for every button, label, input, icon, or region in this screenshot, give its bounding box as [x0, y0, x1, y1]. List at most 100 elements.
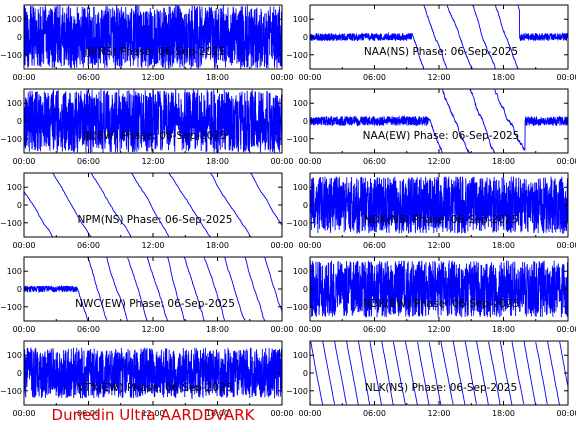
y-tick-label: −100: [286, 135, 308, 144]
y-tick-label: 100: [293, 183, 308, 192]
x-tick-label: 06:00: [77, 409, 100, 418]
panel-title: NAA(NS) Phase: 06-Sep-2025: [364, 46, 518, 58]
panel-title: VTX(EW) Phase: 06-Sep-2025: [77, 382, 232, 394]
x-tick-label: 00:00: [298, 409, 321, 418]
panel-title: NDK(NS) Phase: 06-Sep-2025: [364, 214, 519, 226]
x-tick-label: 18:00: [492, 157, 515, 166]
panel-title: JJI(EW) Phase: 06-Sep-2025: [82, 130, 227, 142]
footer-caption: Dunedin Ultra AARDDVARK: [52, 406, 256, 424]
x-tick-label: 00:00: [12, 241, 35, 250]
y-tick-label: 0: [303, 201, 308, 210]
x-tick-label: 00:00: [12, 325, 35, 334]
x-tick-label: 00:00: [298, 157, 321, 166]
plot-frame: [23, 172, 283, 238]
x-tick-label: 00:00: [270, 241, 293, 250]
x-tick-label: 00:00: [556, 325, 576, 334]
y-tick-label: −100: [286, 387, 308, 396]
x-tick-label: 06:00: [77, 157, 100, 166]
x-tick-label: 00:00: [298, 73, 321, 82]
phase-panel: −100 0 100 00:00 06:00 12:00 18:00 00:00 NDK(EW)…: [286, 256, 576, 334]
x-tick-label: 18:00: [492, 73, 515, 82]
y-tick-label: −100: [0, 219, 22, 228]
phase-trace: [310, 89, 568, 153]
panel-grid: −100 0 100 00:00 06:00 12:00 18:00 00:00 JJI(NS)…: [0, 4, 576, 418]
x-tick-label: 12:00: [427, 409, 450, 418]
phase-panel: −100 0 100 00:00 06:00 12:00 18:00 00:00 NLK(NS)…: [286, 340, 576, 418]
y-tick-label: 100: [293, 15, 308, 24]
x-tick-label: 00:00: [298, 241, 321, 250]
x-tick-label: 06:00: [363, 157, 386, 166]
y-tick-label: 0: [303, 369, 308, 378]
x-tick-label: 00:00: [12, 157, 35, 166]
phase-trace: [24, 257, 282, 321]
y-tick-label: 0: [17, 117, 22, 126]
x-tick-label: 00:00: [12, 409, 35, 418]
x-tick-label: 06:00: [77, 241, 100, 250]
y-tick-label: −100: [0, 135, 22, 144]
y-tick-label: −100: [286, 219, 308, 228]
y-tick-label: −100: [0, 387, 22, 396]
panel-title: NLK(NS) Phase: 06-Sep-2025: [365, 382, 517, 394]
y-tick-label: 0: [17, 33, 22, 42]
x-tick-label: 12:00: [427, 241, 450, 250]
x-tick-label: 06:00: [363, 73, 386, 82]
x-tick-label: 18:00: [206, 157, 229, 166]
phase-trace: [310, 176, 568, 234]
x-tick-label: 18:00: [492, 325, 515, 334]
x-tick-label: 00:00: [556, 241, 576, 250]
x-tick-label: 18:00: [206, 409, 229, 418]
phase-panel: −100 0 100 00:00 06:00 12:00 18:00 00:00 NDK(NS)…: [286, 172, 576, 250]
y-tick-label: 0: [17, 201, 22, 210]
y-tick-label: −100: [286, 303, 308, 312]
x-tick-label: 18:00: [492, 241, 515, 250]
x-tick-label: 00:00: [556, 157, 576, 166]
panel-title: NDK(EW) Phase: 06-Sep-2025: [362, 298, 519, 310]
phase-panel: −100 0 100 00:00 06:00 12:00 18:00 00:00 NWC(EW)…: [0, 256, 294, 334]
x-tick-label: 00:00: [556, 73, 576, 82]
x-tick-label: 12:00: [141, 73, 164, 82]
phase-panel: −100 0 100 00:00 06:00 12:00 18:00 00:00 NAA(NS)…: [286, 4, 576, 82]
y-tick-label: 0: [17, 369, 22, 378]
y-tick-label: 100: [7, 267, 22, 276]
y-tick-label: 100: [293, 351, 308, 360]
y-tick-label: 100: [7, 99, 22, 108]
y-tick-label: −100: [0, 303, 22, 312]
y-tick-label: 100: [7, 351, 22, 360]
x-tick-label: 00:00: [298, 325, 321, 334]
x-tick-label: 06:00: [363, 241, 386, 250]
x-tick-label: 00:00: [270, 157, 293, 166]
x-tick-label: 06:00: [77, 325, 100, 334]
x-tick-label: 18:00: [206, 73, 229, 82]
phase-panel: −100 0 100 00:00 06:00 12:00 18:00 00:00 JJI(NS)…: [0, 4, 294, 82]
y-tick-label: 0: [303, 117, 308, 126]
phase-trace: [310, 260, 568, 318]
x-tick-label: 12:00: [141, 325, 164, 334]
phase-panel: −100 0 100 00:00 06:00 12:00 18:00 00:00 VTX(EW)…: [0, 340, 294, 418]
panel-title: JJI(NS) Phase: 06-Sep-2025: [83, 46, 225, 58]
y-tick-label: −100: [286, 51, 308, 60]
x-tick-label: 06:00: [363, 325, 386, 334]
y-tick-label: 0: [303, 33, 308, 42]
y-tick-label: 100: [7, 183, 22, 192]
phase-panel: −100 0 100 00:00 06:00 12:00 18:00 00:00 JJI(EW)…: [0, 88, 294, 166]
panel-title: NWC(EW) Phase: 06-Sep-2025: [75, 298, 235, 310]
x-tick-label: 18:00: [206, 241, 229, 250]
x-tick-label: 12:00: [427, 73, 450, 82]
x-tick-label: 18:00: [492, 409, 515, 418]
panel-title: NPM(NS) Phase: 06-Sep-2025: [78, 214, 233, 226]
x-tick-label: 00:00: [12, 73, 35, 82]
x-tick-label: 00:00: [556, 409, 576, 418]
x-tick-label: 00:00: [270, 325, 293, 334]
panel-title: NAA(EW) Phase: 06-Sep-2025: [363, 130, 520, 142]
x-tick-label: 18:00: [206, 325, 229, 334]
x-tick-label: 12:00: [427, 325, 450, 334]
x-tick-label: 06:00: [77, 73, 100, 82]
x-tick-label: 12:00: [141, 409, 164, 418]
phase-trace: [310, 5, 568, 69]
phase-trace: [310, 341, 568, 405]
phase-panel: −100 0 100 00:00 06:00 12:00 18:00 00:00 NPM(NS)…: [0, 172, 294, 250]
x-tick-label: 00:00: [270, 73, 293, 82]
x-tick-label: 12:00: [141, 241, 164, 250]
phase-panel: −100 0 100 00:00 06:00 12:00 18:00 00:00 NAA(EW)…: [286, 88, 576, 166]
